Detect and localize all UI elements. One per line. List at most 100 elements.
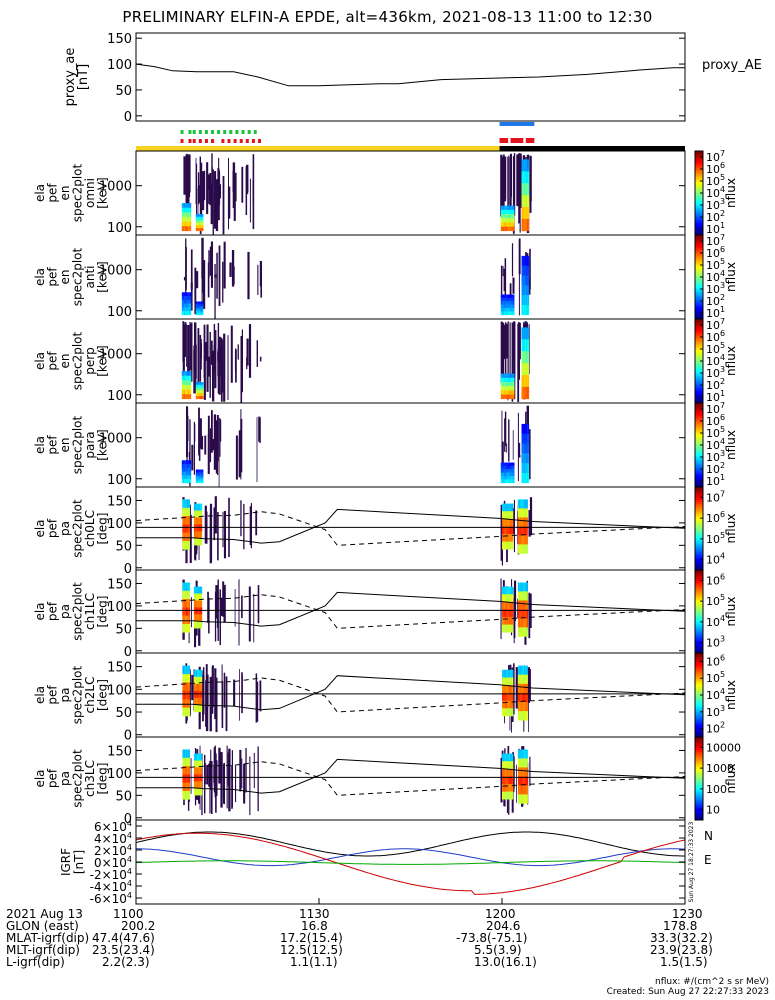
colorbar-label: nflux [724,178,738,208]
spectrogram-cell [201,480,203,484]
spectrogram-cell [525,218,527,232]
spectrogram-texture [183,153,532,235]
spectrogram-cell [507,692,510,701]
spectrogram-cell [199,480,201,484]
spectrogram-cell [198,690,201,699]
spectrogram-cell [519,535,521,545]
spectrogram-cell [524,453,526,464]
spectrogram-cell [512,205,515,211]
spectrogram-cell [195,393,197,397]
spectrogram-cell [201,312,203,316]
spectrogram-cell [526,473,528,484]
spectrogram-cell [504,209,507,215]
spectrogram-cell [511,685,514,694]
spectrogram-streak [221,664,223,719]
spectrogram-cell [523,183,525,196]
spectrogram-cell [504,761,507,770]
spectrogram-cell [186,599,188,608]
spectrogram-cell [522,386,524,400]
colorbar-segment [695,578,703,581]
spectrogram-cell [186,394,188,400]
spectrogram-cell [506,541,508,550]
colorbar-tick-exponent: 5 [720,173,725,182]
spectrogram-tick-label: 0 [124,812,132,827]
colorbar-segment [695,438,703,442]
spectrogram-streak [240,500,242,537]
spectrogram-cell [523,463,525,474]
spectrogram-cell [525,618,527,628]
colorbar-segment [695,774,703,777]
spectrogram-cell [504,214,507,219]
spectrogram-cell [524,582,526,592]
spectrogram-cell [187,226,189,232]
spectrogram-cell [502,373,505,379]
spectrogram-texture [183,745,531,816]
colorbar-segment [695,333,703,337]
colorbar-segment [695,249,703,253]
spectrogram-streak [225,676,228,732]
spectrogram-cell [505,304,508,309]
spectrogram-cell [189,371,192,376]
spectrogram-cell [510,776,512,785]
spectrogram-cell [519,749,521,759]
colorbar-segment [695,817,703,821]
spectrogram-cell [509,214,512,219]
colorbar-segment [695,705,703,708]
spectrogram-cell [517,711,520,721]
colorbar-tick-exponent: 2 [720,293,725,302]
spectrogram-cell [504,476,507,480]
spectrogram-cell [182,460,185,465]
spectrogram-cell [526,702,528,712]
spectrogram-cell [183,532,185,542]
spectrogram-cell [186,212,188,218]
spectrogram-cell [526,749,528,759]
spectrogram-cell [188,471,190,476]
spectrogram-cell [503,677,506,686]
spectrogram-cell [510,518,512,527]
spectrogram-streak [185,238,187,305]
spectrogram-cell [508,776,511,785]
colorbar-tick-label: 10 [706,533,720,546]
spectrogram-cell [188,541,190,550]
spectrogram-streak [509,322,511,399]
spectrogram-cell [186,499,188,508]
spectrogram-cell [510,205,513,211]
spectrogram-cell [523,453,525,464]
spectrogram-cell [193,607,196,615]
spectrogram-cell [188,624,190,633]
colorbar-tick-exponent: 6 [720,572,725,581]
spectrogram-cell [197,473,199,477]
spectrogram-cell [517,785,520,795]
spectrogram-frame [135,652,686,738]
science-zone-red-bar [510,138,524,143]
spectrogram-streak [518,322,520,380]
colorbar-segment [695,678,703,681]
spectrogram-cell [194,690,197,699]
colorbar-tick-exponent: 6 [720,329,725,338]
spectrogram-ylabel: omni [83,178,97,208]
spectrogram-cell [195,478,197,481]
spectrogram-streak [217,169,220,221]
spectrogram-cell [184,766,186,775]
spectrogram-cell [185,791,187,800]
colorbar-segment [695,379,703,383]
igrf-legend-n: N [704,829,713,843]
spectrogram-cell [521,327,523,340]
spectrogram-cell [187,516,189,525]
spectrogram-cell [526,499,528,509]
spectrogram-cell [198,396,200,400]
spectrogram-cell [524,339,526,352]
spectrogram-cell [509,377,512,383]
spectrogram-cell [194,531,197,539]
science-zone-tick [204,139,208,143]
colorbar-segment [695,630,703,633]
footer-time-tick: 1100 [113,907,144,921]
spectrogram-cell [502,218,505,223]
spectrogram-cell [512,218,515,223]
igrf-ylabel: [nT] [72,850,86,874]
spectrogram-cell [200,393,202,397]
spectrogram-cell [502,386,505,391]
spectrogram-streak [211,667,214,714]
colorbar-segment [695,711,703,715]
science-zone-tick [239,139,243,143]
